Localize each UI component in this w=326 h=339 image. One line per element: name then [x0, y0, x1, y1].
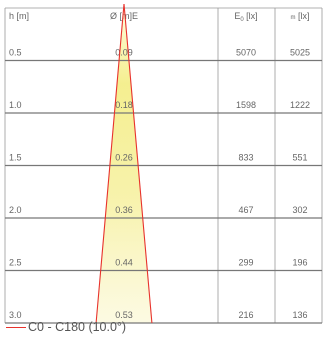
legend: C0 - C180 (10.0°): [6, 320, 126, 334]
header-e0-sub: 0: [240, 17, 244, 23]
cell-diameter: 0.26: [115, 153, 133, 163]
cell-diameter: 0.09: [115, 48, 133, 58]
cell-height: 0.5: [9, 48, 22, 58]
header-e0-letter: E: [234, 11, 240, 21]
cell-height: 1.0: [9, 100, 22, 110]
cell-em: 5025: [290, 48, 310, 58]
header-height: h [m]: [9, 11, 29, 21]
cell-height: 3.0: [9, 310, 22, 320]
cell-diameter: 0.44: [115, 258, 133, 268]
cell-diameter: 0.53: [115, 310, 133, 320]
cell-e0: 833: [238, 153, 253, 163]
cell-e0: 299: [238, 258, 253, 268]
beam-edges: [95, 3, 153, 324]
cell-em: 551: [292, 153, 307, 163]
beam-cone: [96, 4, 152, 323]
cell-diameter: 0.18: [115, 100, 133, 110]
header-em-sub: m: [290, 15, 295, 21]
cell-height: 1.5: [9, 153, 22, 163]
header-e0: E0 [lx]: [234, 11, 257, 23]
legend-line-swatch: [6, 327, 26, 329]
cell-em: 196: [292, 258, 307, 268]
cell-e0: 467: [238, 205, 253, 215]
beam-fill: [96, 4, 152, 323]
cell-height: 2.0: [9, 205, 22, 215]
cell-diameter: 0.36: [115, 205, 133, 215]
header-diameter: Ø [m]E: [110, 11, 138, 21]
cell-e0: 216: [238, 310, 253, 320]
header-row: h [m] Ø [m]E E0 [lx] m [lx]: [9, 11, 310, 23]
cell-height: 2.5: [9, 258, 22, 268]
legend-label: C0 - C180 (10.0°): [28, 320, 127, 334]
cell-em: 302: [292, 205, 307, 215]
header-em-unit: [lx]: [295, 11, 309, 21]
cell-e0: 1598: [236, 100, 256, 110]
header-em: m [lx]: [290, 11, 309, 21]
table-rows: 0.5 0.09 5070 5025 1.0 0.18 1598 1222 1.5 0.26 833…: [9, 48, 310, 321]
beam-edge-left: [95, 3, 125, 324]
cell-em: 136: [292, 310, 307, 320]
header-e0-unit: [lx]: [244, 11, 258, 21]
cell-e0: 5070: [236, 48, 256, 58]
table-grid: [4, 7, 323, 324]
cell-em: 1222: [290, 100, 310, 110]
beam-edge-right: [123, 3, 153, 324]
